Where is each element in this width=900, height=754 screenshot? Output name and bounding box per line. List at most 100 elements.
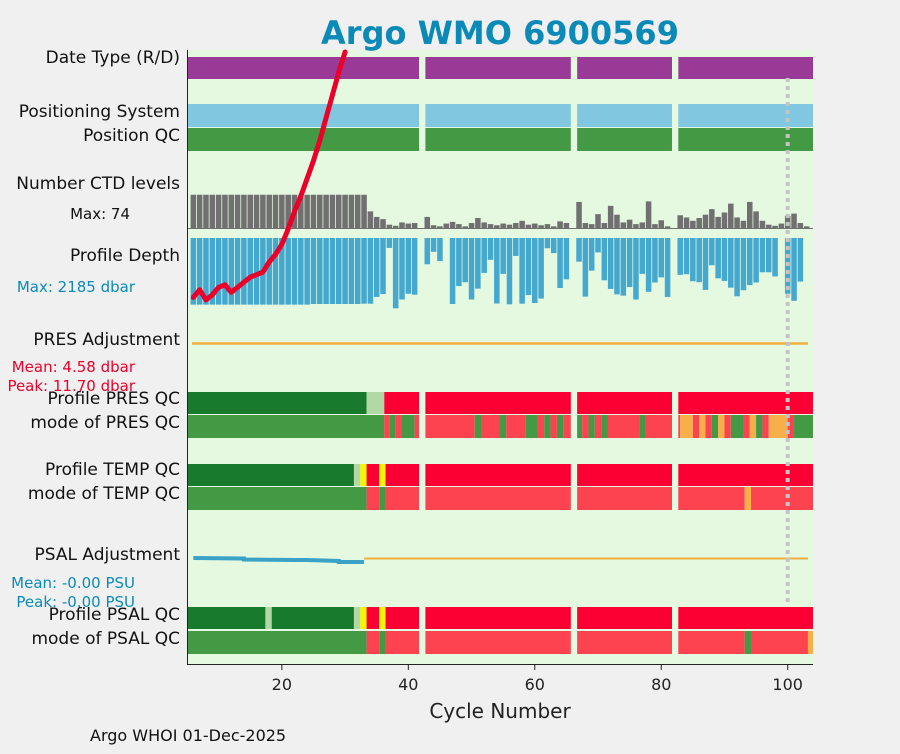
ctd-level-bar bbox=[215, 194, 222, 228]
profile-depth-bar bbox=[620, 238, 627, 296]
ctd-level-bar bbox=[329, 194, 336, 228]
profile-psal-qc-segment bbox=[678, 607, 813, 629]
ctd-level-bar bbox=[241, 194, 247, 228]
profile-depth-bar bbox=[557, 238, 563, 288]
profile-temp-qc-segment bbox=[353, 464, 361, 486]
mode-pres-qc-segment bbox=[730, 415, 744, 438]
profile-depth-bar bbox=[487, 238, 494, 260]
mode-pres-qc-segment bbox=[550, 415, 557, 438]
profile-depth-bar bbox=[449, 238, 456, 304]
ctd-level-bar bbox=[639, 222, 646, 228]
ctd-level-bar bbox=[772, 225, 778, 228]
ctd-level-bar bbox=[753, 211, 759, 228]
profile-depth-bar bbox=[614, 238, 620, 295]
profile-depth-bar bbox=[279, 238, 285, 305]
profile-depth-bar bbox=[563, 238, 570, 280]
profile-depth-bar bbox=[367, 238, 374, 304]
profile-depth-bar bbox=[759, 238, 766, 273]
profile-depth-bar bbox=[348, 238, 355, 304]
ctd-level-bar bbox=[696, 218, 702, 228]
profile-pres-qc-segment bbox=[366, 392, 385, 414]
ctd-level-bar bbox=[373, 216, 380, 228]
ctd-level-bar bbox=[323, 194, 329, 228]
ctd-level-bar bbox=[272, 194, 279, 228]
ctd-level-bar bbox=[247, 194, 253, 228]
ctd-level-bar bbox=[335, 194, 342, 228]
profile-depth-bar bbox=[335, 238, 342, 304]
profile-depth-bar bbox=[342, 238, 348, 304]
row-label: mode of PRES QC bbox=[30, 413, 180, 433]
mode-pres-qc-segment bbox=[705, 415, 712, 438]
x-tick-label: 100 bbox=[772, 675, 803, 694]
ctd-level-bar bbox=[209, 194, 216, 228]
ctd-level-bar bbox=[342, 194, 348, 228]
x-axis-label: Cycle Number bbox=[429, 699, 571, 723]
ctd-level-bar bbox=[468, 223, 475, 228]
profile-depth-bar bbox=[702, 238, 709, 290]
ctd-level-bar bbox=[304, 194, 310, 228]
mode-pres-qc-segment bbox=[743, 415, 750, 438]
ctd-level-bar bbox=[392, 225, 399, 228]
ctd-level-bar bbox=[557, 221, 563, 228]
profile-depth-bar bbox=[291, 238, 298, 305]
mode-pres-qc-segment bbox=[537, 415, 545, 438]
row-label: Profile PRES QC bbox=[47, 389, 180, 409]
ctd-level-bar bbox=[519, 220, 525, 228]
ctd-level-bar bbox=[525, 224, 532, 228]
ctd-level-bar bbox=[367, 211, 374, 228]
profile-temp-qc-segment bbox=[385, 464, 420, 486]
ctd-level-bar bbox=[576, 201, 582, 228]
ctd-level-bar bbox=[797, 223, 804, 228]
ctd-level-bar bbox=[228, 194, 235, 228]
mode-pres-qc-segment bbox=[563, 415, 571, 438]
mode-pres-qc-segment bbox=[607, 415, 640, 438]
positioning-system-band bbox=[577, 104, 672, 127]
ctd-level-bar bbox=[607, 205, 614, 228]
row-label: mode of PSAL QC bbox=[31, 629, 180, 649]
profile-depth-bar bbox=[386, 238, 393, 248]
mode-psal-qc-segment bbox=[577, 631, 672, 654]
ctd-level-bar bbox=[740, 220, 747, 228]
ctd-level-bar bbox=[582, 223, 589, 228]
ctd-level-bar bbox=[702, 214, 709, 228]
profile-pres-qc-segment bbox=[187, 392, 367, 414]
profile-depth-bar bbox=[683, 238, 690, 275]
profile-depth-bar bbox=[576, 238, 582, 262]
ctd-level-bar bbox=[652, 224, 658, 228]
profile-depth-bar bbox=[399, 238, 405, 300]
ctd-level-bar bbox=[595, 214, 601, 228]
ctd-level-bar bbox=[449, 221, 456, 228]
profile-depth-bar bbox=[506, 238, 513, 305]
ctd-level-bar bbox=[734, 217, 740, 228]
ctd-level-bar bbox=[203, 194, 209, 228]
profile-psal-qc-segment bbox=[360, 607, 367, 629]
ctd-level-bar bbox=[190, 194, 197, 228]
ctd-level-bar bbox=[500, 223, 506, 228]
profile-depth-bar bbox=[601, 238, 608, 281]
profile-temp-qc-segment bbox=[425, 464, 571, 486]
ctd-level-bar bbox=[728, 203, 734, 228]
ctd-level-bar bbox=[677, 215, 683, 228]
profile-depth-bar bbox=[582, 238, 589, 297]
mode-psal-qc-segment bbox=[807, 631, 813, 654]
profile-pres-qc-segment bbox=[678, 392, 813, 414]
x-tick-label: 60 bbox=[525, 675, 545, 694]
date-type-band bbox=[577, 57, 672, 79]
profile-depth-bar bbox=[234, 238, 241, 305]
ctd-level-bar bbox=[317, 194, 323, 228]
ctd-level-bar bbox=[456, 224, 462, 228]
profile-depth-bar bbox=[475, 238, 481, 289]
profile-temp-qc-segment bbox=[366, 464, 380, 486]
profile-temp-qc-segment bbox=[678, 464, 813, 486]
profile-depth-bar bbox=[310, 238, 317, 304]
ctd-max-note: Max: 74 bbox=[70, 205, 130, 223]
mode-temp-qc-segment bbox=[751, 487, 813, 510]
profile-depth-bar bbox=[437, 238, 443, 262]
ctd-level-bar bbox=[715, 216, 721, 228]
mode-pres-qc-segment bbox=[762, 415, 769, 438]
profile-depth-bar bbox=[709, 238, 715, 266]
profile-temp-qc-segment bbox=[187, 464, 354, 486]
profile-depth-bar bbox=[354, 238, 361, 304]
row-label: PRES Adjustment bbox=[33, 330, 180, 350]
